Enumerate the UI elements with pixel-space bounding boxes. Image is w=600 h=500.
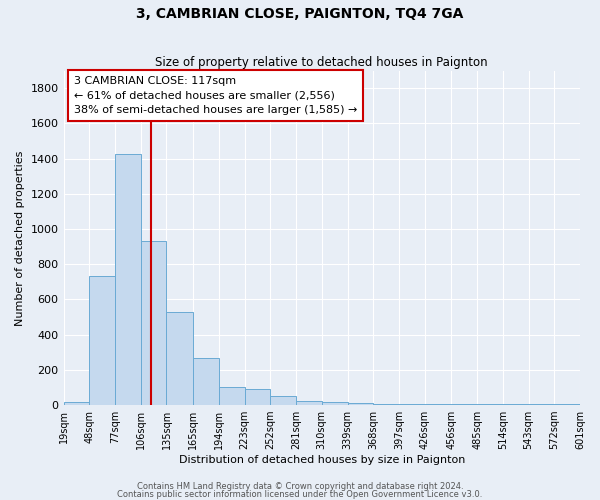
Text: 3, CAMBRIAN CLOSE, PAIGNTON, TQ4 7GA: 3, CAMBRIAN CLOSE, PAIGNTON, TQ4 7GA — [136, 8, 464, 22]
Y-axis label: Number of detached properties: Number of detached properties — [15, 150, 25, 326]
Title: Size of property relative to detached houses in Paignton: Size of property relative to detached ho… — [155, 56, 488, 70]
Bar — [529, 404, 554, 405]
Bar — [219, 388, 245, 405]
Bar — [373, 404, 399, 405]
X-axis label: Distribution of detached houses by size in Paignton: Distribution of detached houses by size … — [179, 455, 465, 465]
Bar — [296, 400, 322, 405]
Bar — [425, 404, 451, 405]
Bar — [141, 240, 166, 405]
Bar — [115, 154, 141, 405]
Bar — [245, 389, 271, 405]
Bar — [477, 404, 503, 405]
Bar — [399, 404, 425, 405]
Bar — [503, 404, 529, 405]
Text: Contains HM Land Registry data © Crown copyright and database right 2024.: Contains HM Land Registry data © Crown c… — [137, 482, 463, 491]
Text: Contains public sector information licensed under the Open Government Licence v3: Contains public sector information licen… — [118, 490, 482, 499]
Bar — [89, 276, 115, 405]
Bar — [271, 396, 296, 405]
Bar — [64, 402, 89, 405]
Bar — [166, 312, 193, 405]
Bar — [193, 358, 219, 405]
Bar — [347, 404, 373, 405]
Text: 3 CAMBRIAN CLOSE: 117sqm
← 61% of detached houses are smaller (2,556)
38% of sem: 3 CAMBRIAN CLOSE: 117sqm ← 61% of detach… — [74, 76, 357, 116]
Bar — [322, 402, 347, 405]
Bar — [451, 404, 477, 405]
Bar — [554, 404, 580, 405]
